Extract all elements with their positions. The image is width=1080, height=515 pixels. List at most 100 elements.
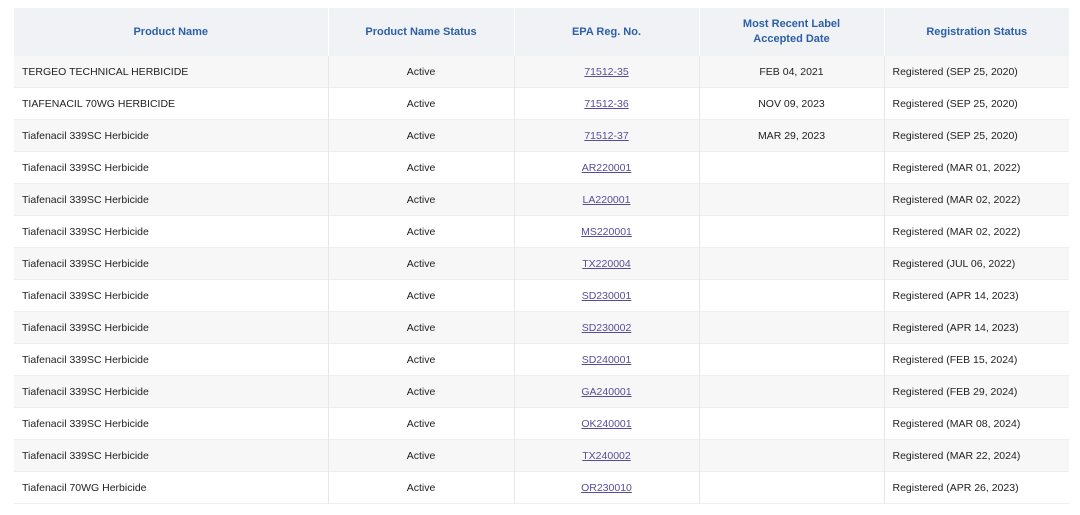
header-product-name[interactable]: Product Name — [14, 8, 329, 56]
registration-status-cell: Registered (MAR 22, 2024) — [892, 449, 1021, 462]
table-row: Tiafenacil 339SC Herbicide Active SD240001… — [14, 343, 1069, 376]
epa-reg-no-link[interactable]: OK240001 — [581, 417, 632, 430]
epa-reg-no-cell: TX240002 — [514, 439, 700, 472]
registration-status-cell: Registered (APR 26, 2023) — [892, 481, 1019, 494]
label-accepted-date-cell — [699, 343, 885, 376]
product-name-status-cell: Active — [328, 215, 515, 248]
epa-reg-no-link[interactable]: SD230002 — [581, 321, 632, 334]
table-body: TERGEO TECHNICAL HERBICIDE Active 71512-35… — [14, 56, 1069, 504]
epa-reg-no-cell: SD240001 — [514, 343, 700, 376]
product-name-status-cell: Active — [328, 119, 515, 152]
product-name-cell: TERGEO TECHNICAL HERBICIDE — [14, 56, 329, 88]
registration-status-cell: Registered (FEB 29, 2024) — [892, 385, 1018, 398]
table-row: Tiafenacil 339SC Herbicide Active TX240002… — [14, 439, 1069, 472]
product-registration-table: Product Name Product Name Status EPA Reg… — [14, 8, 1069, 504]
table-row: Tiafenacil 339SC Herbicide Active 71512-37… — [14, 119, 1069, 152]
product-name-status-cell: Active — [328, 407, 515, 440]
table-row: Tiafenacil 339SC Herbicide Active MS220001… — [14, 215, 1069, 248]
table-row: TERGEO TECHNICAL HERBICIDE Active 71512-35… — [14, 56, 1069, 88]
product-name-status-cell: Active — [328, 311, 515, 344]
epa-reg-no-link[interactable]: 71512-37 — [584, 129, 629, 142]
product-name-cell: Tiafenacil 339SC Herbicide — [14, 279, 329, 312]
epa-reg-no-cell: OK240001 — [514, 407, 700, 440]
epa-reg-no-cell: LA220001 — [514, 183, 700, 216]
label-accepted-date-cell: FEB 04, 2021 — [699, 56, 885, 88]
product-name-status-cell: Active — [328, 87, 515, 120]
product-name-status-cell: Active — [328, 439, 515, 472]
epa-reg-no-link[interactable]: OR230010 — [581, 481, 632, 494]
epa-reg-no-cell: AR220001 — [514, 151, 700, 184]
table-row: Tiafenacil 70WG Herbicide Active OR230010 R… — [14, 471, 1069, 504]
registration-status-cell: Registered (JUL 06, 2022) — [892, 257, 1016, 270]
product-name-cell: Tiafenacil 339SC Herbicide — [14, 375, 329, 408]
label-accepted-date-cell — [699, 311, 885, 344]
epa-reg-no-cell: SD230001 — [514, 279, 700, 312]
product-name-status-cell: Active — [328, 151, 515, 184]
table-row: Tiafenacil 339SC Herbicide Active SD230001… — [14, 279, 1069, 312]
epa-reg-no-cell: 71512-37 — [514, 119, 700, 152]
registration-status-cell: Registered (MAR 01, 2022) — [892, 161, 1021, 174]
header-registration-status[interactable]: Registration Status — [884, 8, 1069, 56]
product-name-cell: Tiafenacil 339SC Herbicide — [14, 119, 329, 152]
product-name-status-cell: Active — [328, 183, 515, 216]
epa-reg-no-cell: 71512-35 — [514, 56, 700, 88]
table-row: Tiafenacil 339SC Herbicide Active LA220001… — [14, 183, 1069, 216]
registration-status-cell: Registered (SEP 25, 2020) — [892, 129, 1018, 142]
epa-reg-no-link[interactable]: TX220004 — [582, 257, 631, 270]
label-accepted-date-cell — [699, 183, 885, 216]
label-accepted-date-cell — [699, 151, 885, 184]
epa-reg-no-link[interactable]: 71512-35 — [584, 65, 629, 78]
epa-reg-no-cell: GA240001 — [514, 375, 700, 408]
label-accepted-date-cell — [699, 471, 885, 504]
label-accepted-date-cell: MAR 29, 2023 — [699, 119, 885, 152]
epa-reg-no-cell: TX220004 — [514, 247, 700, 280]
registration-status-cell: Registered (APR 14, 2023) — [892, 289, 1019, 302]
table-row: Tiafenacil 339SC Herbicide Active TX220004… — [14, 247, 1069, 280]
product-name-status-cell: Active — [328, 279, 515, 312]
epa-reg-no-link[interactable]: 71512-36 — [584, 97, 629, 110]
product-name-cell: Tiafenacil 339SC Herbicide — [14, 343, 329, 376]
label-accepted-date-cell — [699, 407, 885, 440]
header-label-date-line1: Most Recent Label — [742, 18, 841, 30]
table-row: TIAFENACIL 70WG HERBICIDE Active 71512-36 N… — [14, 87, 1069, 120]
label-accepted-date-cell: NOV 09, 2023 — [699, 87, 885, 120]
header-row: Product Name Product Name Status EPA Reg… — [14, 8, 1069, 56]
registration-status-cell: Registered (APR 14, 2023) — [892, 321, 1019, 334]
table-header: Product Name Product Name Status EPA Reg… — [14, 8, 1069, 56]
registration-status-cell: Registered (MAR 02, 2022) — [892, 225, 1021, 238]
product-name-cell: Tiafenacil 339SC Herbicide — [14, 247, 329, 280]
label-accepted-date-cell — [699, 279, 885, 312]
label-accepted-date-cell — [699, 439, 885, 472]
epa-reg-no-cell: SD230002 — [514, 311, 700, 344]
product-name-status-cell: Active — [328, 56, 515, 88]
epa-reg-no-link[interactable]: TX240002 — [582, 449, 631, 462]
header-epa-reg-no[interactable]: EPA Reg. No. — [514, 8, 700, 56]
registration-status-cell: Registered (SEP 25, 2020) — [892, 65, 1018, 78]
registration-status-cell: Registered (MAR 08, 2024) — [892, 417, 1021, 430]
table-row: Tiafenacil 339SC Herbicide Active SD230002… — [14, 311, 1069, 344]
product-name-cell: Tiafenacil 339SC Herbicide — [14, 215, 329, 248]
epa-reg-no-link[interactable]: SD240001 — [581, 353, 632, 366]
label-accepted-date-cell — [699, 375, 885, 408]
epa-reg-no-link[interactable]: LA220001 — [582, 193, 631, 206]
product-name-cell: Tiafenacil 339SC Herbicide — [14, 151, 329, 184]
table-row: Tiafenacil 339SC Herbicide Active AR220001… — [14, 151, 1069, 184]
header-product-name-status[interactable]: Product Name Status — [328, 8, 515, 56]
product-name-status-cell: Active — [328, 375, 515, 408]
registration-status-cell: Registered (MAR 02, 2022) — [892, 193, 1021, 206]
epa-reg-no-link[interactable]: GA240001 — [581, 385, 632, 398]
product-name-status-cell: Active — [328, 343, 515, 376]
product-name-cell: Tiafenacil 339SC Herbicide — [14, 439, 329, 472]
epa-reg-no-cell: MS220001 — [514, 215, 700, 248]
epa-reg-no-link[interactable]: MS220001 — [581, 225, 632, 238]
product-name-status-cell: Active — [328, 247, 515, 280]
registration-status-cell: Registered (FEB 15, 2024) — [892, 353, 1018, 366]
table-row: Tiafenacil 339SC Herbicide Active GA240001… — [14, 375, 1069, 408]
header-label-date-line2: Accepted Date — [753, 33, 830, 45]
registration-status-cell: Registered (SEP 25, 2020) — [892, 97, 1018, 110]
header-label-accepted-date[interactable]: Most Recent Label Accepted Date — [699, 8, 885, 56]
label-accepted-date-cell — [699, 247, 885, 280]
product-name-status-cell: Active — [328, 471, 515, 504]
epa-reg-no-link[interactable]: SD230001 — [581, 289, 632, 302]
epa-reg-no-link[interactable]: AR220001 — [581, 161, 632, 174]
